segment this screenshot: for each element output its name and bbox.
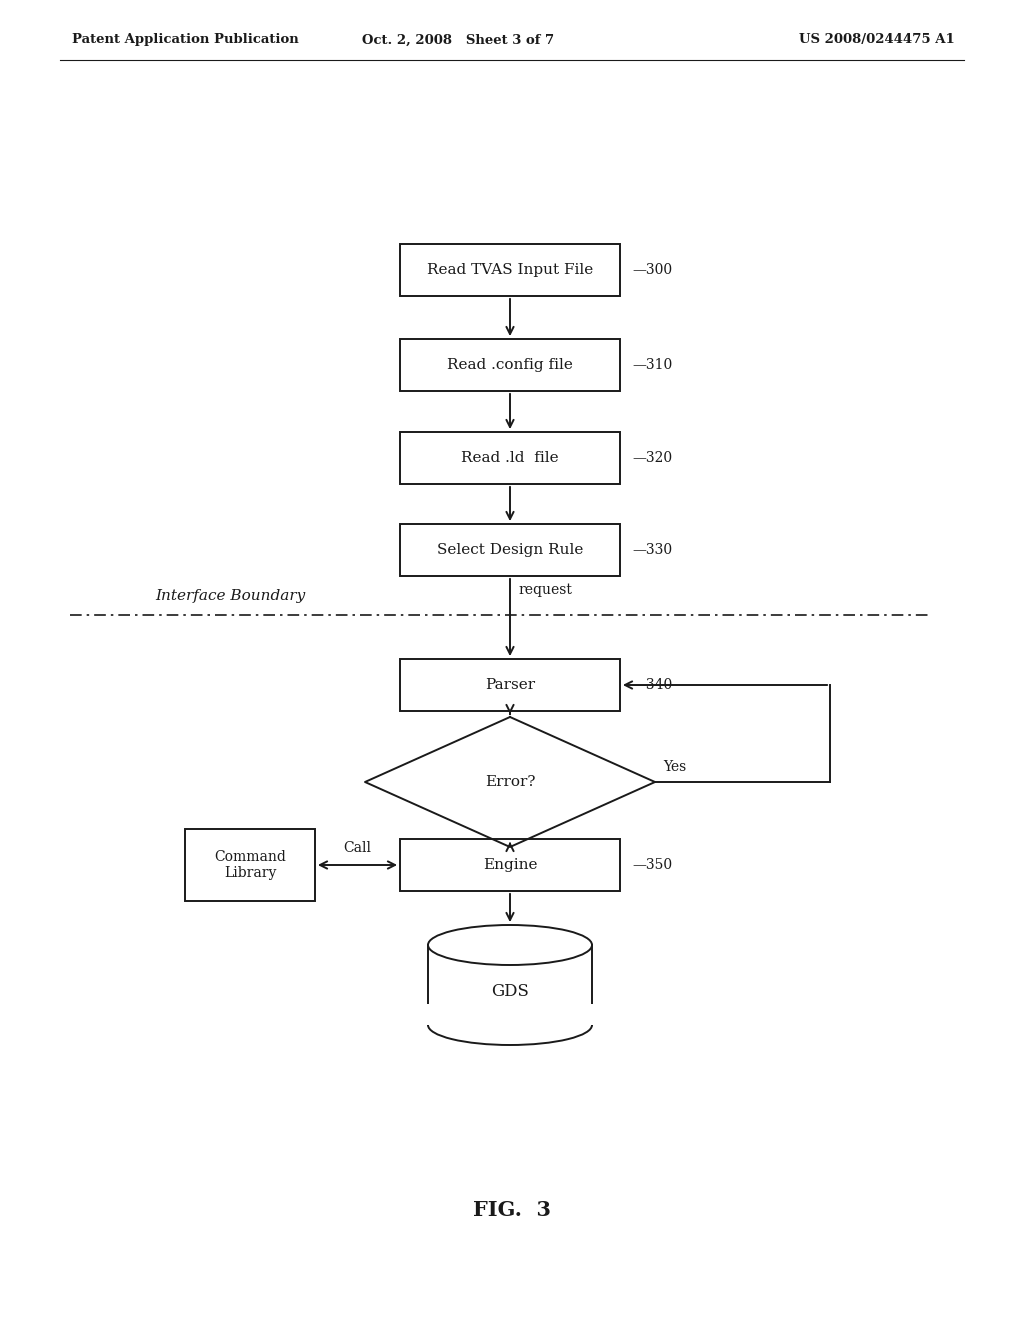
Text: No: No — [518, 855, 539, 869]
Text: Engine: Engine — [482, 858, 538, 873]
Text: —330: —330 — [632, 543, 672, 557]
Text: Read .ld  file: Read .ld file — [461, 451, 559, 465]
Text: —300: —300 — [632, 263, 672, 277]
Text: —320: —320 — [632, 451, 672, 465]
Text: —310: —310 — [632, 358, 672, 372]
Bar — [400, 432, 620, 484]
Text: Patent Application Publication: Patent Application Publication — [72, 33, 299, 46]
Bar — [400, 339, 620, 391]
Text: request: request — [518, 583, 571, 597]
Text: Read TVAS Input File: Read TVAS Input File — [427, 263, 593, 277]
Text: Command
Library: Command Library — [214, 850, 286, 880]
Text: Select Design Rule: Select Design Rule — [437, 543, 584, 557]
Text: US 2008/0244475 A1: US 2008/0244475 A1 — [800, 33, 955, 46]
Text: Yes: Yes — [663, 760, 686, 774]
Text: —350: —350 — [632, 858, 672, 873]
Bar — [428, 945, 592, 1026]
Text: Interface Boundary: Interface Boundary — [155, 589, 305, 603]
Ellipse shape — [428, 925, 592, 965]
Bar — [400, 244, 620, 296]
Text: —340: —340 — [632, 678, 672, 692]
Bar — [400, 524, 620, 576]
Ellipse shape — [428, 1005, 592, 1045]
Text: Read .config file: Read .config file — [447, 358, 573, 372]
Text: Error?: Error? — [484, 775, 536, 789]
Polygon shape — [365, 717, 655, 847]
Text: Call: Call — [343, 841, 372, 855]
Bar — [400, 840, 620, 891]
Bar — [400, 659, 620, 711]
Bar — [426, 1005, 594, 1026]
Text: Oct. 2, 2008   Sheet 3 of 7: Oct. 2, 2008 Sheet 3 of 7 — [362, 33, 554, 46]
Text: FIG.  3: FIG. 3 — [473, 1200, 551, 1220]
Bar — [185, 829, 315, 902]
Text: GDS: GDS — [492, 982, 529, 999]
Text: Parser: Parser — [485, 678, 536, 692]
